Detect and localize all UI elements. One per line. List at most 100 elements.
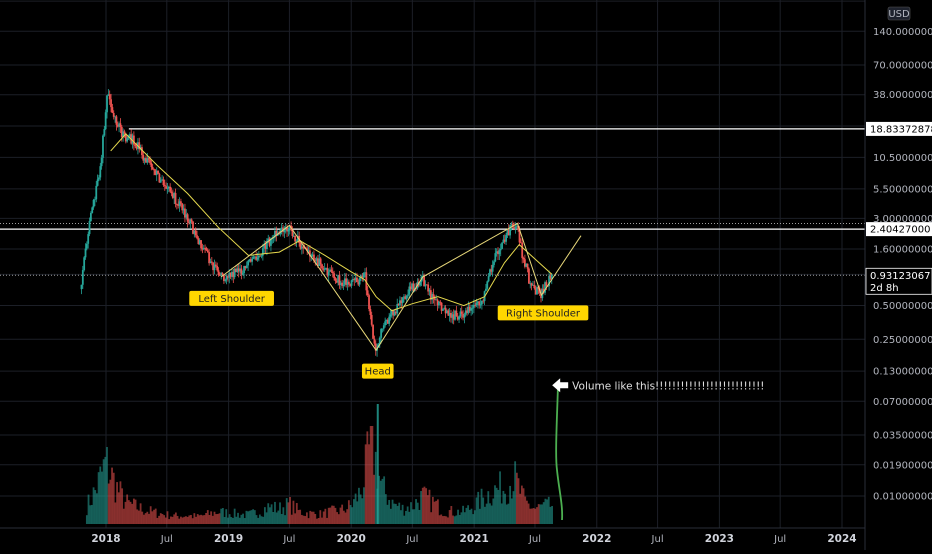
candle-body xyxy=(307,250,310,252)
candle-body xyxy=(327,271,330,276)
annotation-box xyxy=(189,290,274,306)
candle-body xyxy=(314,260,317,262)
candle-body xyxy=(501,242,503,249)
price-tick-label: 70.00000000 xyxy=(873,61,932,72)
candle-body xyxy=(198,240,201,245)
volume-bar xyxy=(393,503,396,524)
candle-body xyxy=(345,278,348,285)
current-price-tag xyxy=(865,267,932,295)
candle-body xyxy=(95,185,98,200)
price-tick-label: 10.50000000 xyxy=(873,153,932,164)
candle-body xyxy=(389,314,392,317)
volume-bar xyxy=(151,511,154,524)
candle-body xyxy=(444,307,447,314)
price-tick-label: 5.50000000 xyxy=(873,184,932,195)
candle-body xyxy=(236,268,239,272)
volume-bar xyxy=(284,515,286,524)
candle-body xyxy=(131,135,134,144)
candle-body xyxy=(299,242,302,249)
volume-bar xyxy=(317,517,320,524)
candle-body xyxy=(218,275,221,276)
candle-body xyxy=(208,252,211,264)
candle-body xyxy=(341,282,344,287)
candle-body xyxy=(181,203,184,211)
volume-bar xyxy=(495,487,498,524)
candle-body xyxy=(275,230,278,236)
candle-body xyxy=(356,277,358,283)
candle-body xyxy=(478,301,481,306)
volume-bar xyxy=(398,502,401,524)
volume-bar xyxy=(164,517,167,524)
volume-bar xyxy=(262,516,265,524)
volume-bar xyxy=(475,497,478,524)
candle-body xyxy=(427,284,430,292)
candle-body xyxy=(192,221,194,234)
volume-bar xyxy=(112,472,115,524)
candle-body xyxy=(231,271,233,277)
volume-bar xyxy=(421,487,424,524)
volume-bar xyxy=(208,514,211,524)
candle-body xyxy=(471,307,474,309)
volume-bar xyxy=(546,499,548,524)
candle-body xyxy=(480,300,483,305)
volume-bar xyxy=(185,516,187,524)
candle-body xyxy=(193,230,196,234)
candle-body xyxy=(175,203,178,205)
candle-body xyxy=(523,259,526,267)
candle-body xyxy=(124,133,127,142)
candle-body xyxy=(143,158,146,161)
candle-body xyxy=(364,272,366,274)
volume-bar xyxy=(542,502,545,524)
candle-body xyxy=(347,281,350,285)
candle-body xyxy=(450,313,452,318)
volume-bar xyxy=(332,505,335,524)
candle-body xyxy=(202,247,205,250)
candle-body xyxy=(494,253,497,262)
volume-bar xyxy=(279,502,281,524)
candle-body xyxy=(475,303,478,306)
price-axis[interactable]: 0.01000000 0.01900000 0.03500000 0.07000000… xyxy=(864,0,932,550)
candle-body xyxy=(349,284,352,286)
volume-bar xyxy=(222,507,224,524)
candle-body xyxy=(104,112,107,130)
candle-body xyxy=(451,314,454,318)
volume-bar xyxy=(307,518,310,524)
volume-bar xyxy=(169,516,172,524)
level-price-tag xyxy=(866,222,932,237)
volume-bar xyxy=(101,471,103,524)
price-tick-label: 3.00000000 xyxy=(873,214,932,225)
volume-bar xyxy=(297,510,300,524)
volume-bar xyxy=(401,504,404,524)
candle-body xyxy=(499,248,502,251)
candle-body xyxy=(158,173,161,183)
volume-bar xyxy=(255,515,258,524)
volume-bar xyxy=(500,503,503,524)
time-axis[interactable]: 2018 Jul 2019 Jul 2020 Jul 2021 Jul 2022 Jul 2023 J… xyxy=(0,527,865,545)
volume-bar xyxy=(490,505,493,524)
volume-bar xyxy=(504,493,506,524)
volume-bar xyxy=(280,513,283,524)
candle-body xyxy=(338,275,341,285)
volume-bar xyxy=(275,512,278,524)
volume-bar xyxy=(487,491,490,524)
candle-body xyxy=(330,269,333,272)
volume-bar xyxy=(102,459,105,524)
price-tick-label: 1.60000000 xyxy=(873,244,932,255)
candle-body xyxy=(353,279,356,281)
volume-bar xyxy=(450,506,453,524)
candle-body xyxy=(458,316,460,320)
volume-bar xyxy=(403,515,406,524)
volume-bar xyxy=(174,512,177,524)
volume-bar xyxy=(342,510,345,524)
currency-badge[interactable] xyxy=(887,6,911,21)
annotations: Left Shoulder Head Right Shoulder Volume li… xyxy=(189,290,765,521)
volume-bar xyxy=(213,511,216,524)
candle-body xyxy=(404,296,407,300)
candle-body xyxy=(161,179,163,181)
volume-bar xyxy=(126,494,129,524)
volume-bar xyxy=(336,512,339,524)
volume-bar xyxy=(462,505,464,524)
volume-note: Volume like this!!!!!!!!!!!!!!!!!!!!!!!!… xyxy=(572,380,764,392)
volume-bar xyxy=(119,481,122,524)
candle-body xyxy=(288,225,291,229)
